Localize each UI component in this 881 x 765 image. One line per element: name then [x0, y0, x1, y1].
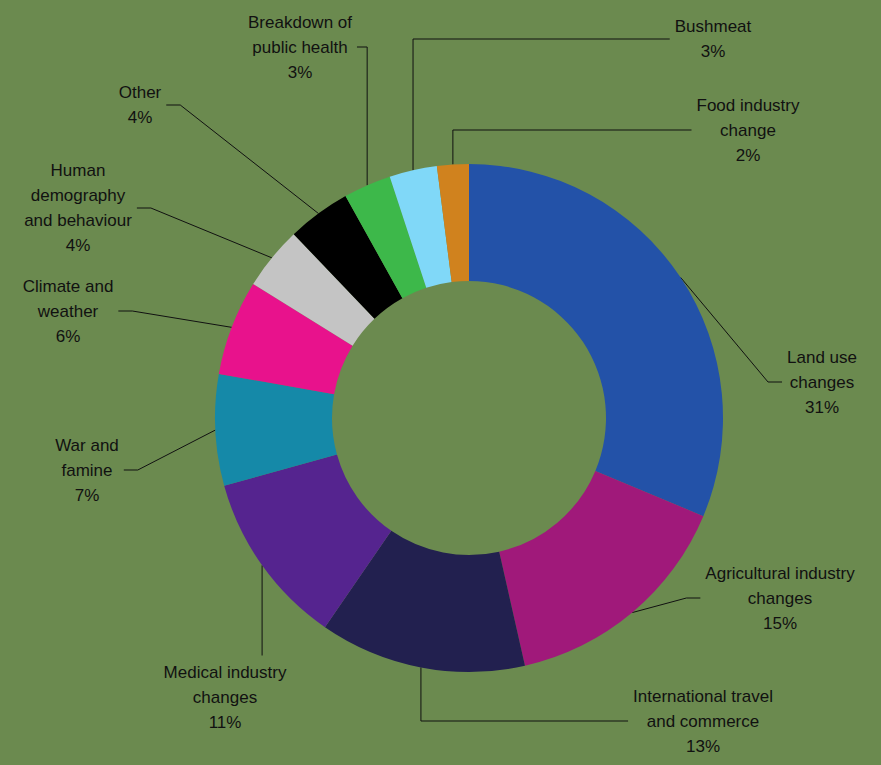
svg-text:and behaviour: and behaviour — [24, 211, 132, 230]
svg-text:2%: 2% — [736, 146, 761, 165]
svg-text:Food industry: Food industry — [697, 96, 800, 115]
svg-text:public health: public health — [252, 38, 347, 57]
svg-text:Other: Other — [119, 83, 162, 102]
svg-text:and commerce: and commerce — [647, 712, 759, 731]
svg-text:Agricultural industry: Agricultural industry — [705, 564, 855, 583]
svg-text:Human: Human — [51, 161, 106, 180]
svg-text:3%: 3% — [701, 42, 726, 61]
svg-text:13%: 13% — [686, 737, 720, 756]
svg-text:International travel: International travel — [633, 687, 773, 706]
svg-text:changes: changes — [790, 373, 854, 392]
svg-text:Climate and: Climate and — [23, 277, 114, 296]
svg-text:famine: famine — [61, 461, 112, 480]
svg-text:31%: 31% — [805, 398, 839, 417]
svg-text:15%: 15% — [763, 614, 797, 633]
svg-text:changes: changes — [748, 589, 812, 608]
svg-text:weather: weather — [37, 302, 99, 321]
svg-text:4%: 4% — [66, 236, 91, 255]
svg-text:4%: 4% — [128, 108, 153, 127]
svg-text:Bushmeat: Bushmeat — [675, 17, 752, 36]
svg-text:11%: 11% — [209, 713, 242, 732]
svg-text:change: change — [720, 121, 776, 140]
svg-text:7%: 7% — [75, 486, 100, 505]
svg-text:Land use: Land use — [787, 348, 857, 367]
svg-text:Medical industry: Medical industry — [164, 663, 287, 682]
svg-text:Breakdown of: Breakdown of — [248, 13, 352, 32]
svg-text:demography: demography — [31, 186, 126, 205]
svg-text:6%: 6% — [56, 327, 81, 346]
svg-text:3%: 3% — [288, 63, 313, 82]
svg-text:changes: changes — [193, 688, 257, 707]
svg-text:War and: War and — [55, 436, 119, 455]
